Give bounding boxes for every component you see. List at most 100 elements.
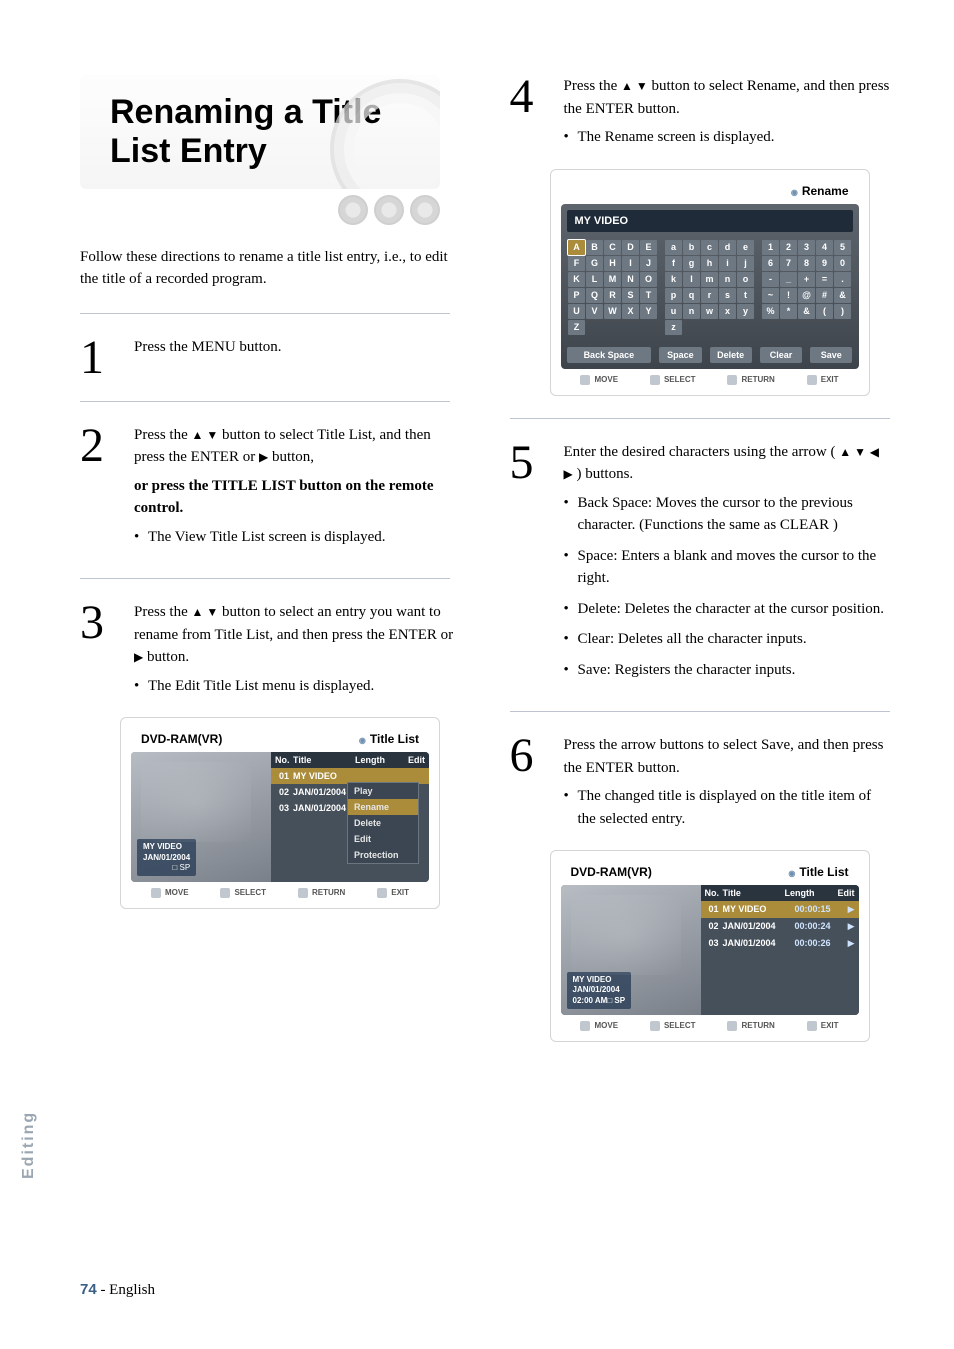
key: K	[568, 272, 585, 287]
key: 7	[780, 256, 797, 271]
key	[834, 320, 851, 335]
key: Q	[586, 288, 603, 303]
step-4: 4 Press the ▲ ▼ button to select Rename,…	[510, 75, 890, 157]
divider	[510, 711, 890, 712]
step-text: Press the ▲ ▼ button to select Rename, a…	[564, 75, 890, 120]
key	[622, 320, 639, 335]
key: k	[665, 272, 682, 287]
disc-icon	[410, 195, 440, 225]
popup-item: Edit	[348, 831, 418, 847]
key: n	[683, 304, 700, 319]
right-arrow-icon: ▶	[134, 650, 143, 664]
backspace-button: Back Space	[567, 347, 652, 363]
step-text: Press the MENU button.	[134, 336, 460, 359]
popup-item: Protection	[348, 847, 418, 863]
keyboard-symbols: 1234567890-_+=.~!@#&%*&()	[762, 240, 851, 335]
key: &	[798, 304, 815, 319]
key: Y	[640, 304, 657, 319]
key: _	[780, 272, 797, 287]
step-3: 3 Press the ▲ ▼ button to select an entr…	[80, 601, 460, 705]
page-number: 74 - English	[80, 1281, 155, 1299]
key: !	[780, 288, 797, 303]
key: O	[640, 272, 657, 287]
key: f	[665, 256, 682, 271]
step-bullet: The Rename screen is displayed.	[564, 126, 890, 149]
osd-thumbnail: MY VIDEO JAN/01/2004 02:00 AM □ SP	[561, 885, 701, 1015]
up-down-arrow-icon: ▲ ▼	[839, 445, 866, 459]
key: i	[719, 256, 736, 271]
side-tab: Editing	[20, 1111, 38, 1179]
return-icon	[727, 1021, 737, 1031]
key: j	[737, 256, 754, 271]
key: z	[665, 320, 682, 335]
select-icon	[220, 888, 230, 898]
step-number: 6	[510, 734, 544, 838]
key: y	[737, 304, 754, 319]
key: ~	[762, 288, 779, 303]
step-2: 2 Press the ▲ ▼ button to select Title L…	[80, 424, 460, 557]
osd-title: Title List	[370, 732, 419, 746]
disc-icons	[80, 195, 440, 225]
key: @	[798, 288, 815, 303]
key: 6	[762, 256, 779, 271]
key: I	[622, 256, 639, 271]
key: u	[665, 304, 682, 319]
key: N	[622, 272, 639, 287]
key	[719, 320, 736, 335]
key: G	[586, 256, 603, 271]
step-bullet: The changed title is displayed on the ti…	[564, 785, 890, 830]
step-6: 6 Press the arrow buttons to select Save…	[510, 734, 890, 838]
key: W	[604, 304, 621, 319]
key: l	[683, 272, 700, 287]
key: C	[604, 240, 621, 255]
key: p	[665, 288, 682, 303]
col-edit: Edit	[833, 888, 855, 898]
key: F	[568, 256, 585, 271]
key: (	[816, 304, 833, 319]
edit-popup: Play Rename Delete Edit Protection	[347, 782, 419, 864]
keyboard-lower: abcdefghijklmnopqrstunwxyz	[665, 240, 754, 335]
select-icon	[650, 1021, 660, 1031]
key: n	[719, 272, 736, 287]
exit-icon	[377, 888, 387, 898]
up-down-arrow-icon: ▲ ▼	[192, 428, 219, 442]
step-bullet: Back Space: Moves the cursor to the prev…	[564, 492, 890, 537]
key: U	[568, 304, 585, 319]
osd-title: Rename	[802, 184, 849, 198]
osd-thumbnail: MY VIDEO JAN/01/2004 □ SP	[131, 752, 271, 882]
step-bullet: Delete: Deletes the character at the cur…	[564, 598, 890, 621]
select-icon	[650, 375, 660, 385]
key: 3	[798, 240, 815, 255]
space-button: Space	[659, 347, 701, 363]
key: 2	[780, 240, 797, 255]
keyboard-upper: ABCDEFGHIJKLMNOPQRSTUVWXYZ	[568, 240, 657, 335]
key: J	[640, 256, 657, 271]
thumb-time: 02:00 AM □ SP	[573, 996, 626, 1006]
key: g	[683, 256, 700, 271]
key: Z	[568, 320, 585, 335]
key: t	[737, 288, 754, 303]
thumb-title: MY VIDEO	[143, 842, 190, 852]
step-number: 3	[80, 601, 114, 705]
col-title: Title	[293, 755, 355, 765]
col-edit: Edit	[403, 755, 425, 765]
key: V	[586, 304, 603, 319]
right-arrow-icon: ▶	[259, 450, 268, 464]
key: A	[568, 240, 585, 255]
key: 4	[816, 240, 833, 255]
step-text: Press the arrow buttons to select Save, …	[564, 734, 890, 779]
col-length: Length	[785, 888, 833, 898]
popup-item: Delete	[348, 815, 418, 831]
key: b	[683, 240, 700, 255]
key: M	[604, 272, 621, 287]
exit-icon	[807, 375, 817, 385]
save-button: Save	[810, 347, 852, 363]
rename-field: MY VIDEO	[567, 210, 853, 232]
step-number: 5	[510, 441, 544, 690]
step-text: Press the ▲ ▼ button to select an entry …	[134, 601, 460, 669]
col-title: Title	[723, 888, 785, 898]
key: D	[622, 240, 639, 255]
key: 0	[834, 256, 851, 271]
key	[701, 320, 718, 335]
key: a	[665, 240, 682, 255]
